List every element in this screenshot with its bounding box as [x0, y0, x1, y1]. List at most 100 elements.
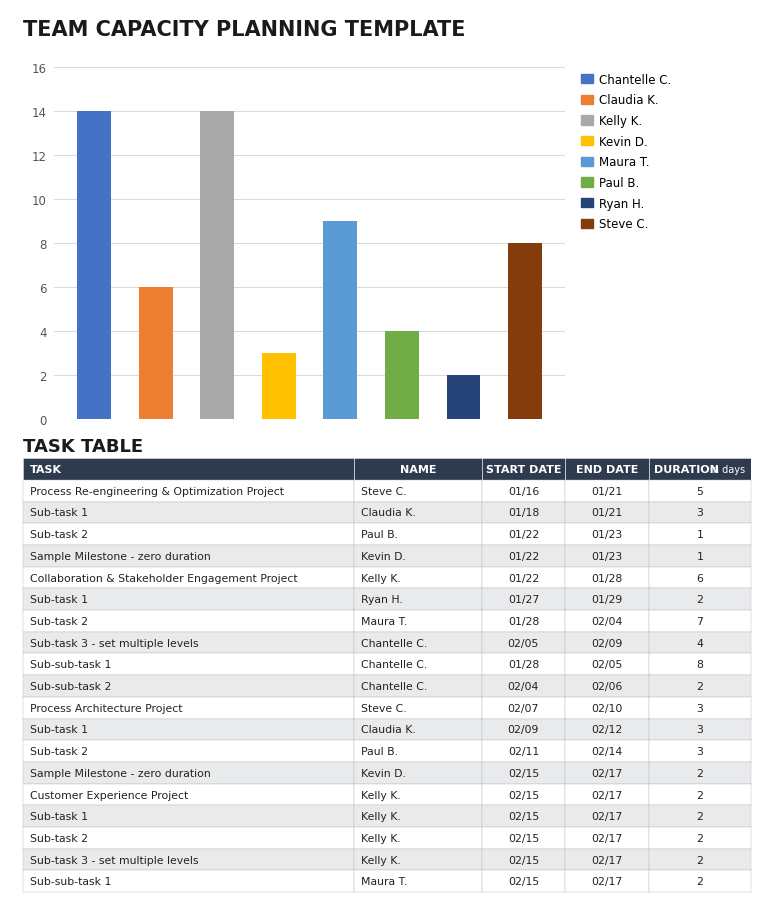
Text: 8: 8 — [697, 659, 704, 670]
Text: 2: 2 — [697, 768, 704, 778]
Text: Customer Experience Project: Customer Experience Project — [30, 789, 188, 800]
Text: 2: 2 — [697, 811, 704, 822]
Text: Steve C.: Steve C. — [361, 703, 406, 713]
Text: Process Re-engineering & Optimization Project: Process Re-engineering & Optimization Pr… — [30, 486, 284, 497]
Text: 02/15: 02/15 — [508, 811, 539, 822]
Text: TEAM CAPACITY PLANNING TEMPLATE: TEAM CAPACITY PLANNING TEMPLATE — [23, 20, 466, 40]
Text: 02/15: 02/15 — [508, 854, 539, 865]
Text: 02/07: 02/07 — [508, 703, 539, 713]
Text: END DATE: END DATE — [576, 464, 639, 475]
Text: Sub-task 1: Sub-task 1 — [30, 507, 87, 518]
Text: 2: 2 — [697, 681, 704, 692]
Text: Sub-task 2: Sub-task 2 — [30, 746, 87, 757]
Text: 3: 3 — [697, 724, 704, 735]
Text: Chantelle C.: Chantelle C. — [361, 638, 427, 648]
Text: 02/15: 02/15 — [508, 876, 539, 887]
Text: 01/16: 01/16 — [508, 486, 539, 497]
Text: 01/21: 01/21 — [591, 507, 623, 518]
Text: 02/17: 02/17 — [591, 833, 623, 843]
Text: 02/09: 02/09 — [508, 724, 539, 735]
Text: Steve C.: Steve C. — [361, 486, 406, 497]
Text: 02/17: 02/17 — [591, 854, 623, 865]
Text: 02/14: 02/14 — [591, 746, 623, 757]
Text: NAME: NAME — [399, 464, 437, 475]
Text: 3: 3 — [697, 507, 704, 518]
Bar — [508, 244, 542, 420]
Text: Kevin D.: Kevin D. — [361, 768, 406, 778]
Text: 3: 3 — [697, 703, 704, 713]
Text: 2: 2 — [697, 854, 704, 865]
Text: TASK TABLE: TASK TABLE — [23, 438, 143, 456]
Bar — [324, 222, 358, 420]
Text: Kelly K.: Kelly K. — [361, 854, 400, 865]
Text: Sub-task 2: Sub-task 2 — [30, 529, 87, 540]
Text: 01/18: 01/18 — [508, 507, 539, 518]
Text: Sub-task 1: Sub-task 1 — [30, 594, 87, 605]
Text: 4: 4 — [697, 638, 704, 648]
Text: 6: 6 — [697, 573, 704, 583]
Text: 02/09: 02/09 — [591, 638, 623, 648]
Bar — [262, 354, 296, 420]
Text: 01/29: 01/29 — [591, 594, 623, 605]
Text: Kevin D.: Kevin D. — [361, 551, 406, 562]
Text: Kelly K.: Kelly K. — [361, 811, 400, 822]
Text: Maura T.: Maura T. — [361, 876, 407, 887]
Text: 01/23: 01/23 — [591, 551, 623, 562]
Bar — [139, 288, 173, 420]
Bar — [200, 112, 235, 420]
Text: Kelly K.: Kelly K. — [361, 789, 400, 800]
Text: 5: 5 — [697, 486, 704, 497]
Text: 02/05: 02/05 — [591, 659, 623, 670]
Text: Sub-task 2: Sub-task 2 — [30, 616, 87, 627]
Text: 01/22: 01/22 — [508, 551, 539, 562]
Text: 01/23: 01/23 — [591, 529, 623, 540]
Bar — [447, 376, 481, 420]
Legend: Chantelle C., Claudia K., Kelly K., Kevin D., Maura T., Paul B., Ryan H., Steve : Chantelle C., Claudia K., Kelly K., Kevi… — [581, 74, 671, 231]
Text: Sample Milestone - zero duration: Sample Milestone - zero duration — [30, 768, 211, 778]
Text: 1: 1 — [697, 551, 704, 562]
Text: 02/05: 02/05 — [508, 638, 539, 648]
Text: 02/15: 02/15 — [508, 789, 539, 800]
Text: Kelly K.: Kelly K. — [361, 833, 400, 843]
Text: 02/17: 02/17 — [591, 768, 623, 778]
Text: 02/17: 02/17 — [591, 789, 623, 800]
Text: Sub-sub-task 1: Sub-sub-task 1 — [30, 876, 111, 887]
Text: Chantelle C.: Chantelle C. — [361, 659, 427, 670]
Text: 3: 3 — [697, 746, 704, 757]
Text: Maura T.: Maura T. — [361, 616, 407, 627]
Text: 7: 7 — [697, 616, 704, 627]
Text: START DATE: START DATE — [485, 464, 561, 475]
Text: 02/15: 02/15 — [508, 768, 539, 778]
Text: 02/17: 02/17 — [591, 811, 623, 822]
Text: Chantelle C.: Chantelle C. — [361, 681, 427, 692]
Text: Sub-task 2: Sub-task 2 — [30, 833, 87, 843]
Text: 02/10: 02/10 — [591, 703, 623, 713]
Text: 01/22: 01/22 — [508, 573, 539, 583]
Text: Collaboration & Stakeholder Engagement Project: Collaboration & Stakeholder Engagement P… — [30, 573, 297, 583]
Text: TASK: TASK — [30, 464, 62, 475]
Text: 2: 2 — [697, 876, 704, 887]
Text: 01/27: 01/27 — [508, 594, 539, 605]
Text: 01/28: 01/28 — [591, 573, 623, 583]
Text: Sub-task 3 - set multiple levels: Sub-task 3 - set multiple levels — [30, 854, 198, 865]
Text: Kelly K.: Kelly K. — [361, 573, 400, 583]
Text: Sub-sub-task 1: Sub-sub-task 1 — [30, 659, 111, 670]
Text: Paul B.: Paul B. — [361, 746, 398, 757]
Text: 02/04: 02/04 — [591, 616, 623, 627]
Text: 02/15: 02/15 — [508, 833, 539, 843]
Text: 02/04: 02/04 — [508, 681, 539, 692]
Text: 01/28: 01/28 — [508, 616, 539, 627]
Text: DURATION: DURATION — [654, 464, 719, 475]
Text: 2: 2 — [697, 594, 704, 605]
Text: 01/21: 01/21 — [591, 486, 623, 497]
Text: 01/28: 01/28 — [508, 659, 539, 670]
Text: Sample Milestone - zero duration: Sample Milestone - zero duration — [30, 551, 211, 562]
Text: Sub-task 1: Sub-task 1 — [30, 811, 87, 822]
Text: 02/12: 02/12 — [591, 724, 623, 735]
Bar — [77, 112, 111, 420]
Text: 02/11: 02/11 — [508, 746, 539, 757]
Text: 1: 1 — [697, 529, 704, 540]
Text: in days: in days — [710, 464, 745, 475]
Text: Ryan H.: Ryan H. — [361, 594, 402, 605]
Text: 01/22: 01/22 — [508, 529, 539, 540]
